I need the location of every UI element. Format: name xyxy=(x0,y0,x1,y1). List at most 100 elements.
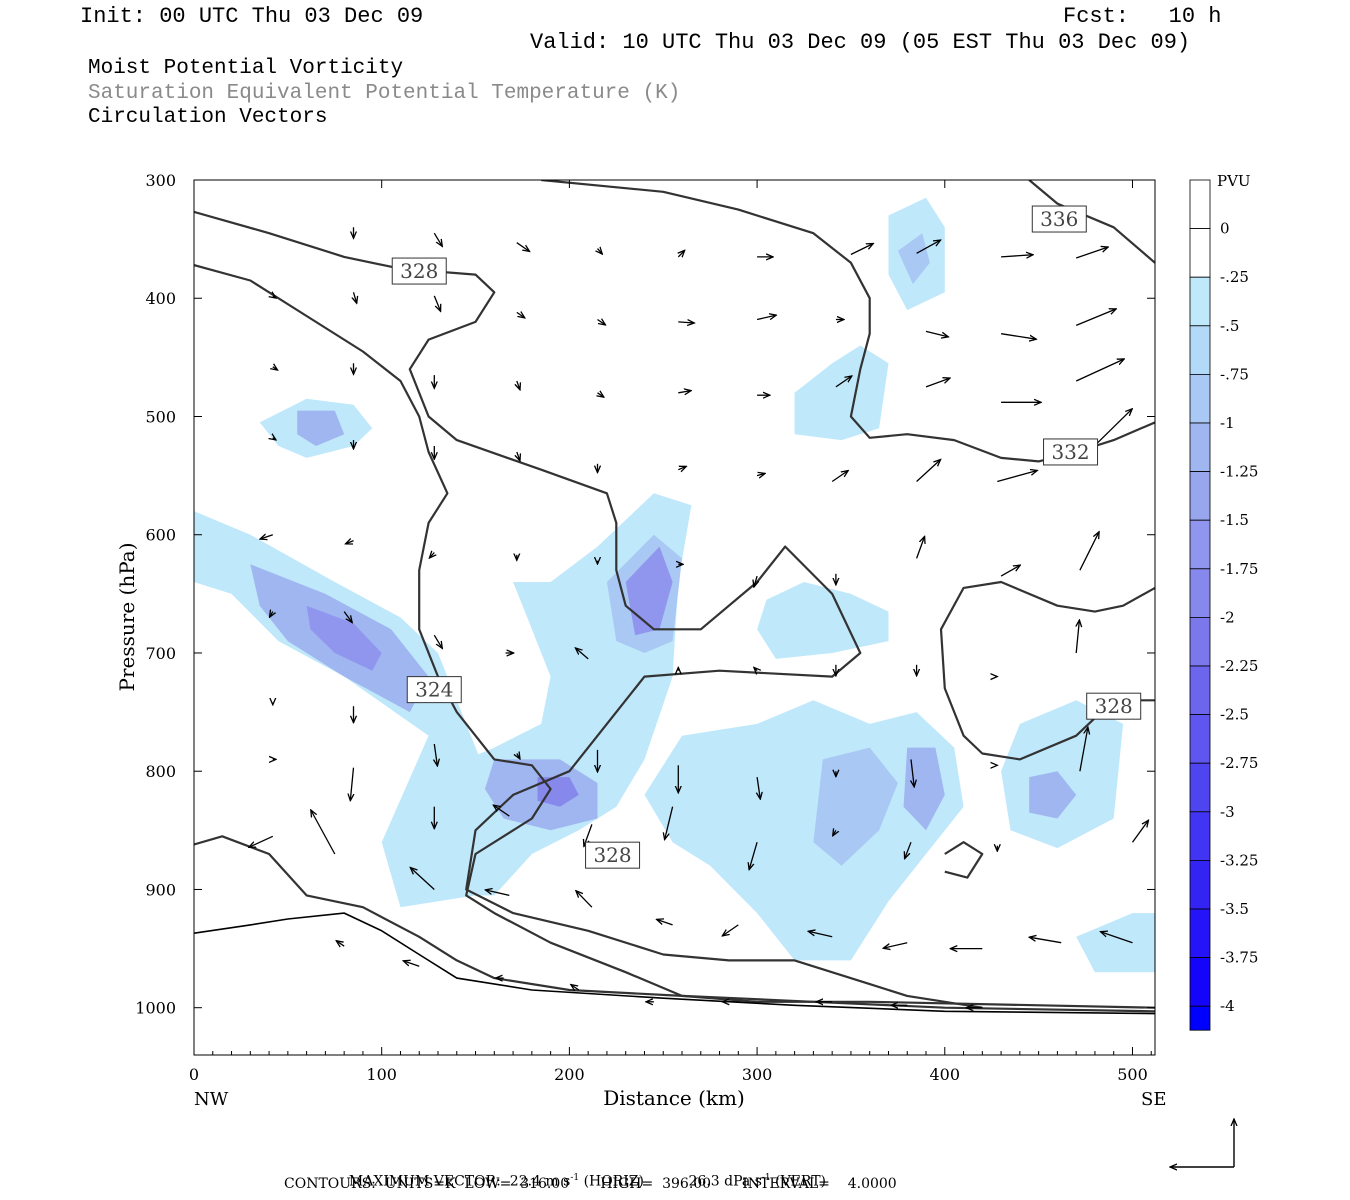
colorbar-level-label: -1.75 xyxy=(1220,560,1258,578)
wind-vector xyxy=(571,985,580,991)
x-end-label-nw: NW xyxy=(194,1089,229,1110)
wind-vector xyxy=(665,806,674,840)
field-vectors-title: Circulation Vectors xyxy=(88,106,328,129)
contour-label-box xyxy=(1031,205,1087,233)
y-tick-label: 300 xyxy=(145,171,176,190)
wind-vector xyxy=(433,232,442,246)
colorbar-level-label: -.75 xyxy=(1220,365,1249,383)
x-tick-label: 400 xyxy=(930,1065,961,1084)
colorbar-level-label: -3.5 xyxy=(1220,900,1249,918)
wind-vector xyxy=(1101,932,1133,944)
colorbar-level-label: -.25 xyxy=(1220,268,1249,286)
wind-vector xyxy=(517,451,520,461)
wind-vector xyxy=(1075,309,1116,327)
y-axis-label: Pressure (hPa) xyxy=(115,543,139,692)
wind-vector xyxy=(576,891,593,908)
wind-vector xyxy=(434,743,437,766)
contour-label: 324 xyxy=(415,678,453,702)
x-tick-label: 300 xyxy=(742,1065,773,1084)
wind-vector xyxy=(273,438,276,440)
wind-vector xyxy=(749,842,758,870)
wind-vector xyxy=(354,292,357,303)
y-tick-label: 800 xyxy=(145,762,176,781)
axes: 0 100 200 300 400 500 300 400 500 600 700 800 900 100… xyxy=(115,171,1166,1110)
contour-label: 328 xyxy=(1095,694,1133,718)
wind-vector xyxy=(754,575,757,587)
wind-vector xyxy=(831,471,848,483)
wind-vector xyxy=(756,315,776,321)
colorbar-level-label: -2 xyxy=(1220,608,1235,626)
pv-region xyxy=(897,233,930,285)
max-vert-value: 26.3 dPa s xyxy=(688,1173,762,1190)
colorbar-level-label: -1.25 xyxy=(1220,463,1258,481)
field-pv-title: Moist Potential Vorticity xyxy=(88,57,404,80)
contour-label-box xyxy=(406,676,462,704)
wind-vector xyxy=(925,378,950,388)
wind-vector xyxy=(808,931,833,938)
wind-vector xyxy=(597,320,606,326)
colorbar-swatch xyxy=(1189,617,1211,667)
pv-region xyxy=(306,605,382,671)
colorbar-swatch xyxy=(1189,325,1211,375)
x-tick-label: 0 xyxy=(189,1065,199,1084)
wind-vector xyxy=(433,634,442,648)
wind-vector xyxy=(905,841,912,859)
wind-vector xyxy=(1079,532,1099,571)
y-tick-label: 900 xyxy=(145,880,176,899)
wind-vector xyxy=(1000,565,1020,577)
wind-vector xyxy=(1076,620,1079,654)
colorbar-level-label: -3 xyxy=(1220,803,1235,821)
wind-vector xyxy=(1001,255,1033,257)
colorbar-level-label: 0 xyxy=(1220,220,1230,238)
wind-vector xyxy=(678,250,684,257)
wind-vector xyxy=(493,805,510,817)
y-tick-label: 700 xyxy=(145,644,176,663)
wind-vector xyxy=(429,553,434,559)
wind-vector xyxy=(517,754,520,760)
colorbar-level-label: -1.5 xyxy=(1220,511,1249,529)
wind-vector xyxy=(598,249,603,255)
wind-vector xyxy=(350,767,353,801)
colorbar-swatch xyxy=(1189,422,1211,472)
wind-vector xyxy=(754,667,757,670)
max-vector-line: MAXIMUM VECTOR: 22.4 m s-1 (HORIZ) 26.3 … xyxy=(340,1157,826,1190)
colorbar-swatch xyxy=(1189,762,1211,813)
colorbar-swatch xyxy=(1189,276,1211,327)
colorbar-level-label: -3.25 xyxy=(1220,851,1258,869)
colorbar-level-label: -2.75 xyxy=(1220,754,1258,772)
max-horiz-value: 22.4 m s xyxy=(509,1173,571,1190)
y-tick-label: 400 xyxy=(145,289,176,308)
colorbar-swatch xyxy=(1189,228,1211,278)
wind-vector xyxy=(835,376,852,388)
wind-vector xyxy=(722,924,739,936)
wind-vector xyxy=(516,242,530,252)
contour-label-box xyxy=(585,841,641,869)
colorbar-swatch xyxy=(1189,860,1211,910)
x-end-label-se: SE xyxy=(1141,1089,1166,1110)
x-tick-label: 500 xyxy=(1117,1065,1148,1084)
field-thetae-title: Saturation Equivalent Potential Temperat… xyxy=(88,82,681,105)
colorbar-swatch xyxy=(1189,373,1211,424)
horiz-tag: (HORIZ) xyxy=(583,1173,644,1190)
valid-time: Valid: 10 UTC Thu 03 Dec 09 (05 EST Thu … xyxy=(530,30,1191,55)
reference-vector-icon xyxy=(1170,1119,1234,1167)
wind-vector xyxy=(657,919,673,926)
contour-label-box xyxy=(1043,438,1099,466)
wind-vector xyxy=(925,330,948,337)
colorbar-swatch xyxy=(1189,714,1211,764)
x-axis-label: Distance (km) xyxy=(603,1086,745,1110)
wind-vector xyxy=(1029,937,1062,944)
pv-region xyxy=(1001,700,1124,849)
contours-info: CONTOURS: UNITS=K LOW= 316.00 HIGH= 396.… xyxy=(284,1176,897,1192)
wind-vector xyxy=(403,961,420,967)
colorbar-swatch xyxy=(1189,471,1211,521)
wind-vector xyxy=(249,835,274,847)
wind-vector xyxy=(516,312,525,318)
colorbar-swatch xyxy=(1189,179,1211,229)
wind-vector xyxy=(916,460,941,482)
pv-region xyxy=(1076,913,1155,973)
contour-labels: 328 336 332 324 328 328 xyxy=(391,205,1142,869)
contour-label-box xyxy=(1086,692,1142,720)
theta-e-contour xyxy=(194,210,983,1009)
